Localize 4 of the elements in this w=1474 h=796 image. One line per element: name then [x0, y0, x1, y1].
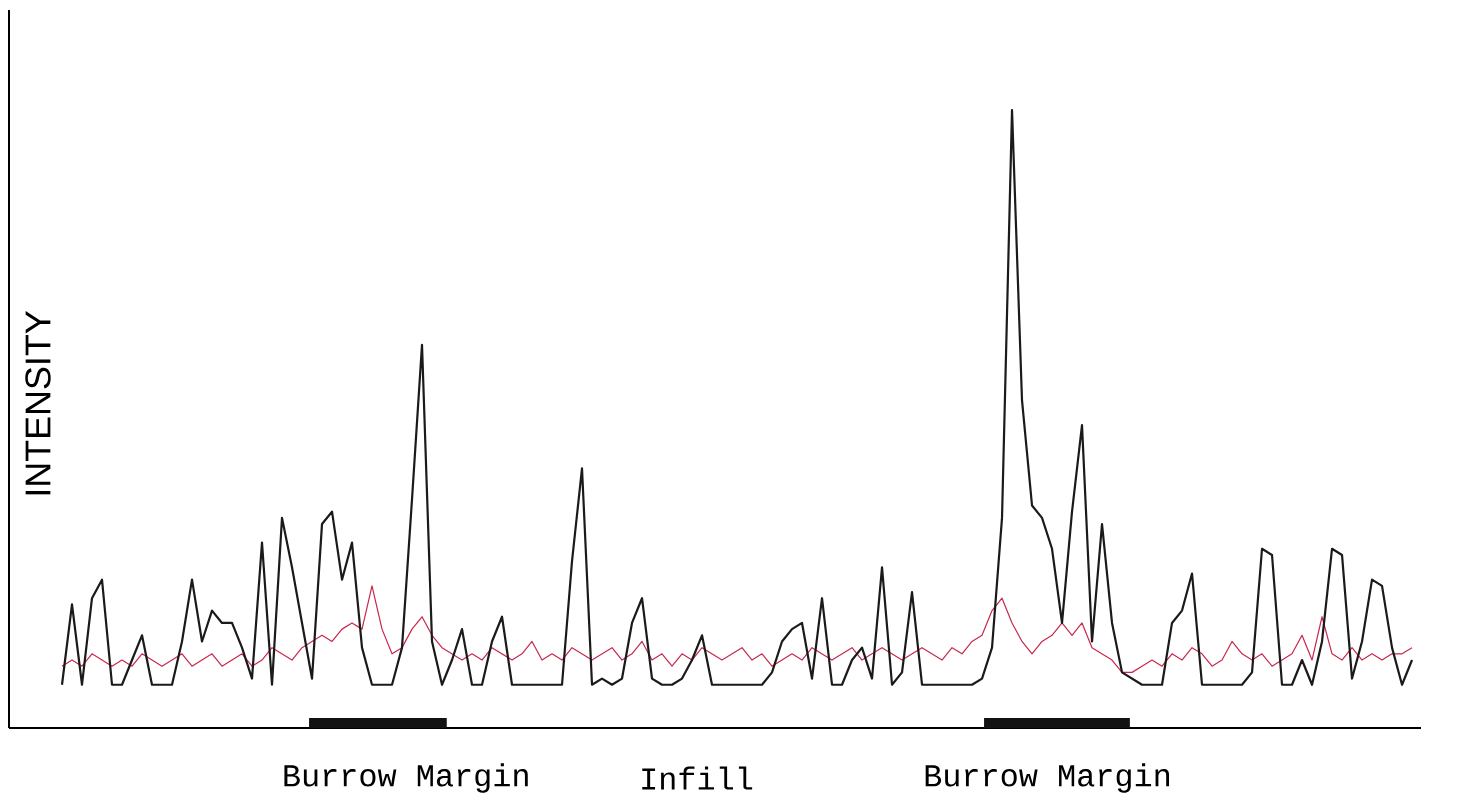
text: Burrow Margin: [925, 763, 1170, 793]
text: Burrow Margin: [284, 763, 528, 793]
text: Infill: [642, 766, 753, 790]
y-axis-title: INTENSITY: [25, 311, 51, 495]
